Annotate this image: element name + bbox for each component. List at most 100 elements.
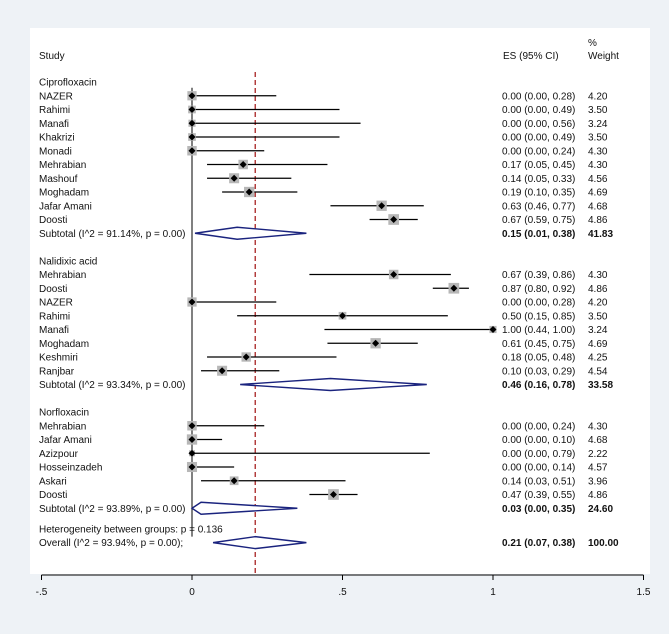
point-estimate-marker bbox=[339, 312, 346, 320]
overall-diamond bbox=[212, 535, 307, 550]
es-value: 0.63 (0.46, 0.77) bbox=[502, 201, 575, 212]
x-tick-label: .5 bbox=[338, 587, 347, 598]
subtotal-label: Subtotal (I^2 = 91.14%, p = 0.00) bbox=[39, 229, 185, 240]
point-estimate-marker bbox=[188, 436, 196, 443]
es-value: 0.00 (0.00, 0.56) bbox=[502, 119, 575, 130]
study-label: Moghadam bbox=[39, 188, 89, 199]
point-estimate-marker bbox=[188, 147, 196, 155]
weight-value: 4.56 bbox=[588, 174, 608, 185]
header-es: ES (95% CI) bbox=[503, 51, 559, 62]
subtotal-diamond bbox=[194, 226, 307, 240]
subtotal-diamond bbox=[240, 377, 427, 392]
weight-value: 4.25 bbox=[588, 353, 608, 364]
point-estimate-marker bbox=[188, 422, 196, 430]
study-label: Azizpour bbox=[39, 449, 79, 460]
overall-label: Overall (I^2 = 93.94%, p = 0.00); bbox=[39, 538, 183, 549]
x-axis: -.5 0 .5 1 1.5 bbox=[36, 574, 651, 598]
study-label: Manafi bbox=[39, 119, 69, 130]
study-label: NAZER bbox=[39, 298, 73, 309]
weight-value: 4.20 bbox=[588, 298, 608, 309]
es-value: 0.61 (0.45, 0.75) bbox=[502, 339, 575, 350]
point-estimate-marker bbox=[239, 161, 247, 168]
point-estimate-marker bbox=[372, 339, 380, 347]
weight-value: 3.24 bbox=[588, 325, 608, 336]
weight-value: 3.50 bbox=[588, 311, 608, 322]
study-label: Monadi bbox=[39, 146, 72, 157]
es-value: 0.67 (0.59, 0.75) bbox=[502, 215, 575, 226]
study-label: Rahimi bbox=[39, 311, 70, 322]
point-estimate-marker bbox=[188, 92, 196, 100]
weight-value: 3.24 bbox=[588, 119, 608, 130]
weight-value: 4.54 bbox=[588, 366, 608, 377]
weight-value: 24.60 bbox=[588, 504, 613, 515]
study-label: Doosti bbox=[39, 284, 67, 295]
study-label: Mehrabian bbox=[39, 160, 86, 171]
header-weight: Weight bbox=[588, 51, 619, 62]
point-estimate-marker bbox=[245, 188, 253, 196]
es-value: 0.14 (0.03, 0.51) bbox=[502, 476, 575, 487]
column-headers: Study ES (95% CI) % Weight bbox=[39, 38, 619, 62]
es-value: 0.14 (0.05, 0.33) bbox=[502, 174, 575, 185]
forest-rows: Ciprofloxacin NAZER 0.00 (0.00, 0.28) 4.20 R… bbox=[39, 72, 619, 575]
weight-value: 33.58 bbox=[588, 380, 613, 391]
point-estimate-marker bbox=[230, 477, 238, 485]
es-value: 0.21 (0.07, 0.38) bbox=[502, 538, 575, 549]
point-estimate-marker bbox=[450, 284, 458, 292]
study-label: Moghadam bbox=[39, 339, 89, 350]
point-estimate-marker bbox=[188, 133, 196, 141]
study-label: Keshmiri bbox=[39, 353, 78, 364]
study-label: Jafar Amani bbox=[39, 435, 92, 446]
point-estimate-marker bbox=[489, 326, 497, 333]
subtotal-diamond bbox=[190, 501, 298, 515]
point-estimate-marker bbox=[188, 298, 196, 306]
point-estimate-marker bbox=[378, 202, 386, 210]
x-tick-label: 0 bbox=[189, 587, 195, 598]
es-value: 0.00 (0.00, 0.49) bbox=[502, 105, 575, 116]
weight-value: 100.00 bbox=[588, 538, 619, 549]
weight-value: 4.68 bbox=[588, 435, 608, 446]
es-value: 0.00 (0.00, 0.28) bbox=[502, 298, 575, 309]
weight-value: 4.57 bbox=[588, 463, 608, 474]
point-estimate-marker bbox=[230, 174, 238, 182]
weight-value: 4.86 bbox=[588, 490, 608, 501]
group-title: Ciprofloxacin bbox=[39, 78, 97, 89]
es-value: 0.17 (0.05, 0.45) bbox=[502, 160, 575, 171]
es-value: 0.15 (0.01, 0.38) bbox=[502, 229, 575, 240]
weight-value: 4.20 bbox=[588, 91, 608, 102]
study-label: Ranjbar bbox=[39, 366, 75, 377]
subtotal-label: Subtotal (I^2 = 93.34%, p = 0.00) bbox=[39, 380, 185, 391]
es-value: 1.00 (0.44, 1.00) bbox=[502, 325, 575, 336]
weight-value: 4.86 bbox=[588, 284, 608, 295]
point-estimate-marker bbox=[188, 449, 196, 457]
es-value: 0.18 (0.05, 0.48) bbox=[502, 353, 575, 364]
header-weight-percent: % bbox=[588, 38, 597, 49]
study-label: Jafar Amani bbox=[39, 201, 92, 212]
plot-panel bbox=[30, 28, 650, 574]
weight-value: 2.22 bbox=[588, 449, 608, 460]
es-value: 0.00 (0.00, 0.10) bbox=[502, 435, 575, 446]
study-label: NAZER bbox=[39, 91, 73, 102]
point-estimate-marker bbox=[242, 353, 250, 361]
weight-value: 4.69 bbox=[588, 188, 608, 199]
x-tick-label: 1.5 bbox=[637, 587, 651, 598]
weight-value: 4.86 bbox=[588, 215, 608, 226]
weight-value: 4.30 bbox=[588, 421, 608, 432]
study-label: Doosti bbox=[39, 215, 67, 226]
study-label: Doosti bbox=[39, 490, 67, 501]
point-estimate-marker bbox=[329, 491, 337, 498]
subtotal-label: Subtotal (I^2 = 93.89%, p = 0.00) bbox=[39, 504, 185, 515]
point-estimate-marker bbox=[390, 216, 398, 223]
point-estimate-marker bbox=[188, 106, 196, 113]
weight-value: 4.30 bbox=[588, 146, 608, 157]
point-estimate-marker bbox=[218, 367, 226, 375]
es-value: 0.00 (0.00, 0.49) bbox=[502, 133, 575, 144]
es-value: 0.00 (0.00, 0.14) bbox=[502, 463, 575, 474]
group-title: Nalidixic acid bbox=[39, 256, 97, 267]
weight-value: 4.30 bbox=[588, 270, 608, 281]
point-estimate-marker bbox=[188, 119, 196, 127]
es-value: 0.67 (0.39, 0.86) bbox=[502, 270, 575, 281]
point-estimate-marker bbox=[188, 463, 196, 471]
weight-value: 3.96 bbox=[588, 476, 608, 487]
